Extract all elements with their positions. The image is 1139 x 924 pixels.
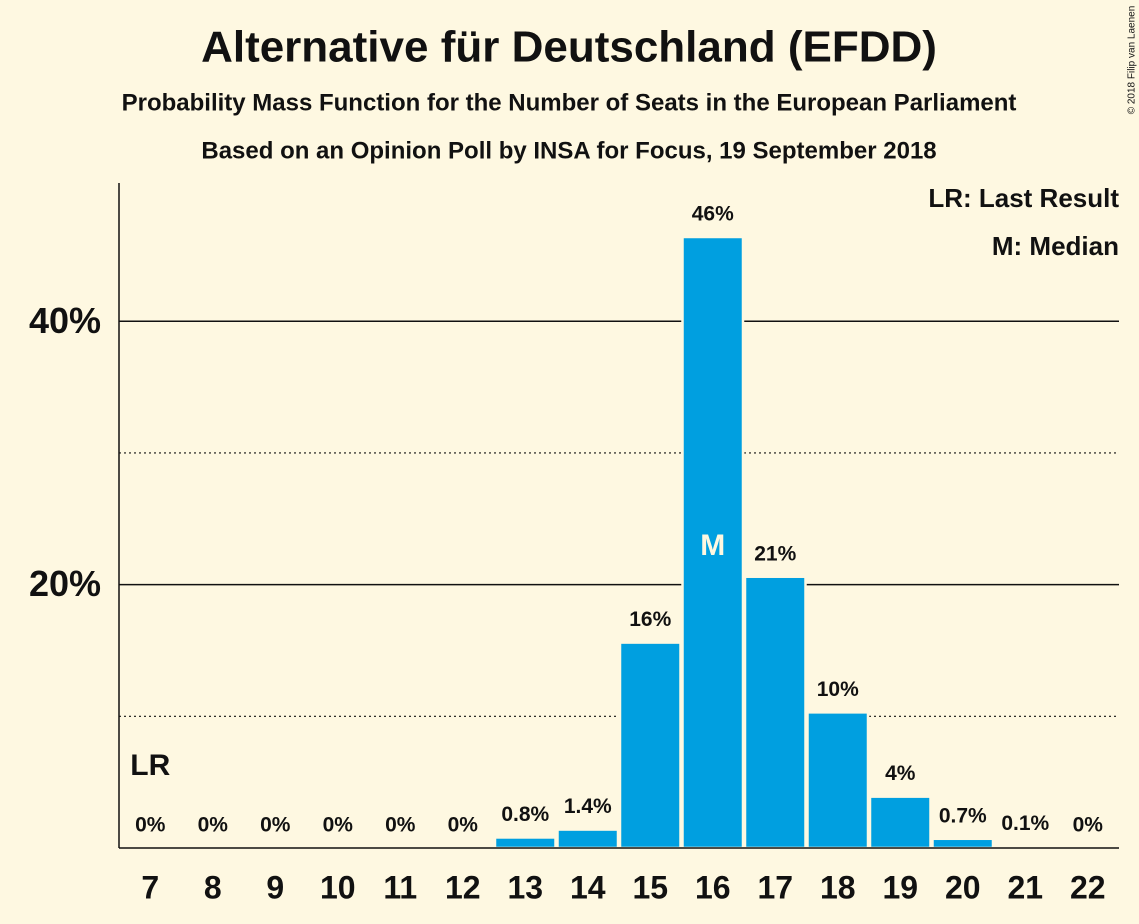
x-tick-label: 14 <box>570 869 606 905</box>
value-label: 0% <box>448 814 479 837</box>
legend-entry: LR: Last Result <box>928 183 1119 213</box>
x-tick-label: 18 <box>820 869 856 905</box>
x-tick-label: 7 <box>141 869 159 905</box>
value-label: 16% <box>629 608 671 631</box>
x-tick-label: 11 <box>383 869 417 905</box>
value-label: 10% <box>817 678 859 701</box>
value-label: 0.8% <box>501 803 549 826</box>
x-tick-label: 19 <box>882 869 918 905</box>
value-label: 0% <box>1073 814 1104 837</box>
copyright: © 2018 Filip van Laenen <box>1127 6 1138 115</box>
x-tick-label: 12 <box>445 869 481 905</box>
value-label: 46% <box>692 203 734 226</box>
x-tick-label: 20 <box>945 869 981 905</box>
y-tick-label: 40% <box>29 300 101 341</box>
bar <box>806 711 870 850</box>
value-label: 0.7% <box>939 804 987 827</box>
bar <box>868 795 932 850</box>
chart-title: Alternative für Deutschland (EFDD) <box>201 23 937 72</box>
value-label: 21% <box>754 542 796 565</box>
value-label: 0% <box>385 814 416 837</box>
value-label: 0% <box>135 814 166 837</box>
value-label: 4% <box>885 762 916 785</box>
x-tick-label: 9 <box>266 869 284 905</box>
chart-subtitle: Probability Mass Function for the Number… <box>122 89 1017 116</box>
x-tick-label: 15 <box>632 869 668 905</box>
legend-entry: M: Median <box>992 231 1119 261</box>
x-tick-label: 10 <box>320 869 356 905</box>
bar <box>556 828 620 850</box>
value-label: 0% <box>323 814 354 837</box>
bar <box>931 837 995 850</box>
x-tick-label: 16 <box>695 869 731 905</box>
bar <box>743 575 807 850</box>
value-label: 1.4% <box>564 795 612 818</box>
y-tick-label: 20% <box>29 563 101 604</box>
bar <box>681 235 745 850</box>
value-label: 0.1% <box>1001 812 1049 835</box>
chart-subtitle: Based on an Opinion Poll by INSA for Foc… <box>201 137 936 164</box>
value-label: 0% <box>198 814 229 837</box>
x-tick-label: 21 <box>1007 869 1043 905</box>
x-tick-label: 22 <box>1070 869 1106 905</box>
bar <box>493 836 557 850</box>
value-label: 0% <box>260 814 291 837</box>
x-tick-label: 13 <box>507 869 543 905</box>
last-result-marker: LR <box>130 749 170 782</box>
median-marker: M <box>700 529 725 562</box>
x-tick-label: 8 <box>204 869 222 905</box>
bar <box>618 641 682 850</box>
x-tick-label: 17 <box>757 869 793 905</box>
